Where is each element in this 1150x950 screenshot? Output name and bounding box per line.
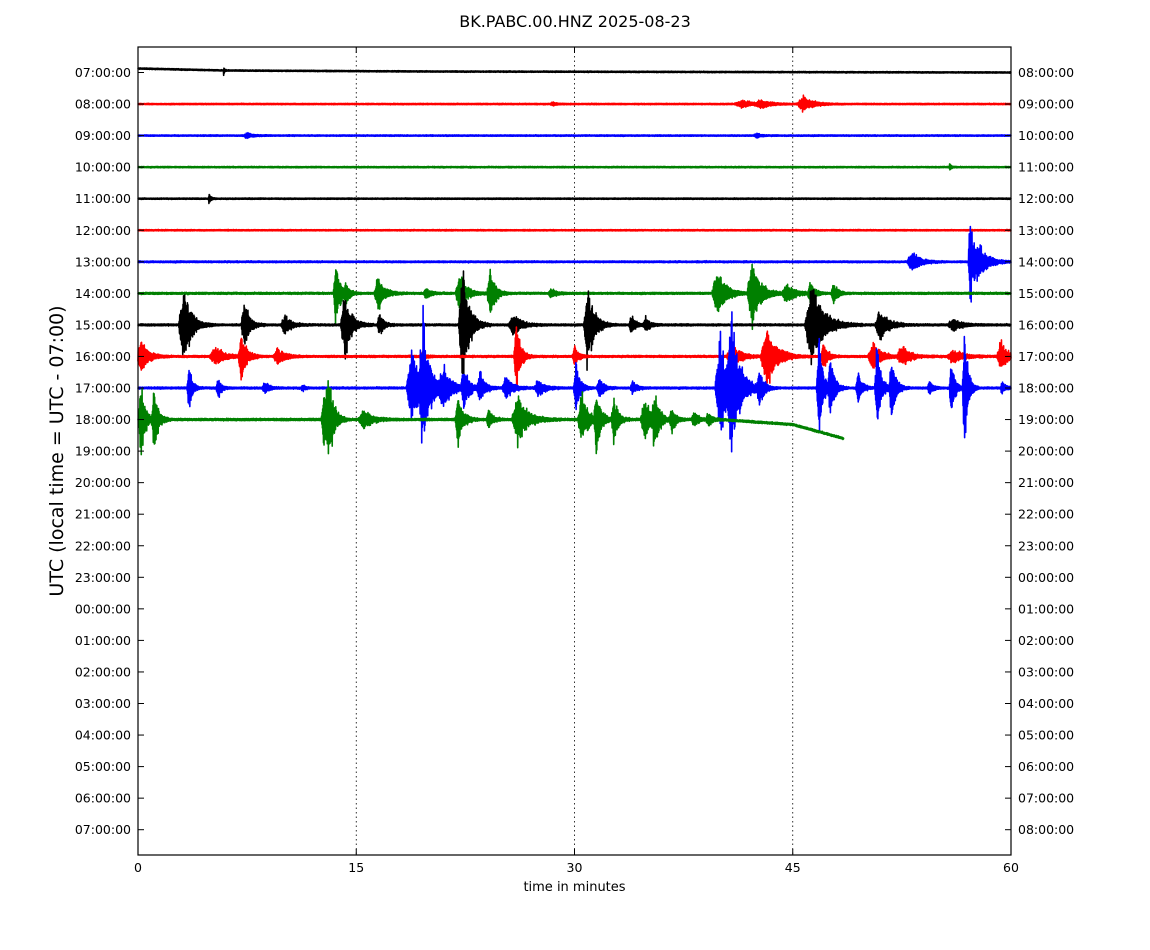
y-tick-label-left: 20:00:00 [75, 475, 131, 490]
y-tick-label-right: 12:00:00 [1018, 191, 1074, 206]
y-tick-label-right: 22:00:00 [1018, 507, 1074, 522]
y-tick-label-left: 19:00:00 [75, 444, 131, 459]
y-tick-label-right: 21:00:00 [1018, 475, 1074, 490]
y-tick-label-left: 02:00:00 [75, 664, 131, 679]
y-tick-label-left: 12:00:00 [75, 223, 131, 238]
trace-line-2 [137, 131, 1012, 140]
y-tick-label-left: 10:00:00 [75, 160, 131, 175]
y-tick-label-left: 16:00:00 [75, 349, 131, 364]
y-tick-label-right: 11:00:00 [1018, 160, 1074, 175]
y-tick-label-left: 17:00:00 [75, 381, 131, 396]
trace-line-5 [137, 228, 1012, 232]
y-tick-label-left: 08:00:00 [75, 97, 131, 112]
y-tick-label-right: 14:00:00 [1018, 254, 1074, 269]
x-tick-label: 0 [134, 860, 142, 875]
y-tick-label-right: 07:00:00 [1018, 791, 1074, 806]
y-tick-label-right: 05:00:00 [1018, 728, 1074, 743]
y-tick-label-left: 07:00:00 [75, 822, 131, 837]
y-tick-label-right: 10:00:00 [1018, 128, 1074, 143]
chart-title: BK.PABC.00.HNZ 2025-08-23 [459, 12, 691, 31]
trace-line-4 [137, 193, 1012, 205]
y-tick-label-left: 04:00:00 [75, 728, 131, 743]
x-tick-label: 15 [348, 860, 364, 875]
y-tick-label-left: 22:00:00 [75, 538, 131, 553]
x-tick-label: 45 [785, 860, 801, 875]
y-tick-label-right: 09:00:00 [1018, 97, 1074, 112]
y-tick-label-left: 14:00:00 [75, 286, 131, 301]
y-tick-label-right: 15:00:00 [1018, 286, 1074, 301]
y-axis-left: 07:00:00 08:00:00 09:00:00 10:00:00 11:00:00… [75, 65, 144, 837]
y-tick-label-left: 00:00:00 [75, 601, 131, 616]
y-tick-label-left: 21:00:00 [75, 507, 131, 522]
y-tick-label-right: 02:00:00 [1018, 633, 1074, 648]
y-tick-label-left: 18:00:00 [75, 412, 131, 427]
y-tick-label-left: 09:00:00 [75, 128, 131, 143]
y-tick-label-right: 23:00:00 [1018, 538, 1074, 553]
x-axis: 0 15 30 45 60 [134, 47, 1019, 875]
y-tick-label-right: 04:00:00 [1018, 696, 1074, 711]
y-tick-label-left: 03:00:00 [75, 696, 131, 711]
y-tick-label-right: 17:00:00 [1018, 349, 1074, 364]
trace-line-3 [137, 163, 1012, 171]
y-tick-label-left: 06:00:00 [75, 791, 131, 806]
y-tick-label-right: 01:00:00 [1018, 601, 1074, 616]
x-tick-label: 30 [567, 860, 583, 875]
trace-group [137, 67, 1012, 456]
trace-line-1 [137, 94, 1012, 113]
y-tick-label-right: 19:00:00 [1018, 412, 1074, 427]
y-tick-label-right: 06:00:00 [1018, 759, 1074, 774]
x-axis-label: time in minutes [523, 880, 625, 895]
y-tick-label-right: 13:00:00 [1018, 223, 1074, 238]
y-tick-label-right: 03:00:00 [1018, 664, 1074, 679]
y-axis-right: 08:00:00 09:00:00 10:00:00 11:00:00 12:00:00… [1005, 65, 1074, 837]
y-tick-label-right: 20:00:00 [1018, 444, 1074, 459]
y-tick-label-right: 08:00:00 [1018, 822, 1074, 837]
trace-line-7 [137, 263, 1012, 331]
trace-line-8 [137, 270, 1012, 383]
y-tick-label-right: 08:00:00 [1018, 65, 1074, 80]
y-tick-label-left: 07:00:00 [75, 65, 131, 80]
trace-line-0 [137, 67, 1012, 77]
y-axis-label: UTC (local time = UTC - 07:00) [46, 305, 68, 596]
x-tick-label: 60 [1003, 860, 1019, 875]
y-tick-label-left: 05:00:00 [75, 759, 131, 774]
y-tick-label-left: 11:00:00 [75, 191, 131, 206]
y-tick-label-left: 01:00:00 [75, 633, 131, 648]
y-tick-label-left: 15:00:00 [75, 317, 131, 332]
y-tick-label-right: 00:00:00 [1018, 570, 1074, 585]
trace-line-10 [137, 304, 1012, 453]
y-tick-label-right: 18:00:00 [1018, 381, 1074, 396]
trace-line-9 [137, 326, 1012, 387]
trace-line-6 [137, 225, 1012, 303]
y-tick-label-left: 13:00:00 [75, 254, 131, 269]
y-tick-label-left: 23:00:00 [75, 570, 131, 585]
y-tick-label-right: 16:00:00 [1018, 317, 1074, 332]
trace-line-11 [137, 379, 845, 456]
